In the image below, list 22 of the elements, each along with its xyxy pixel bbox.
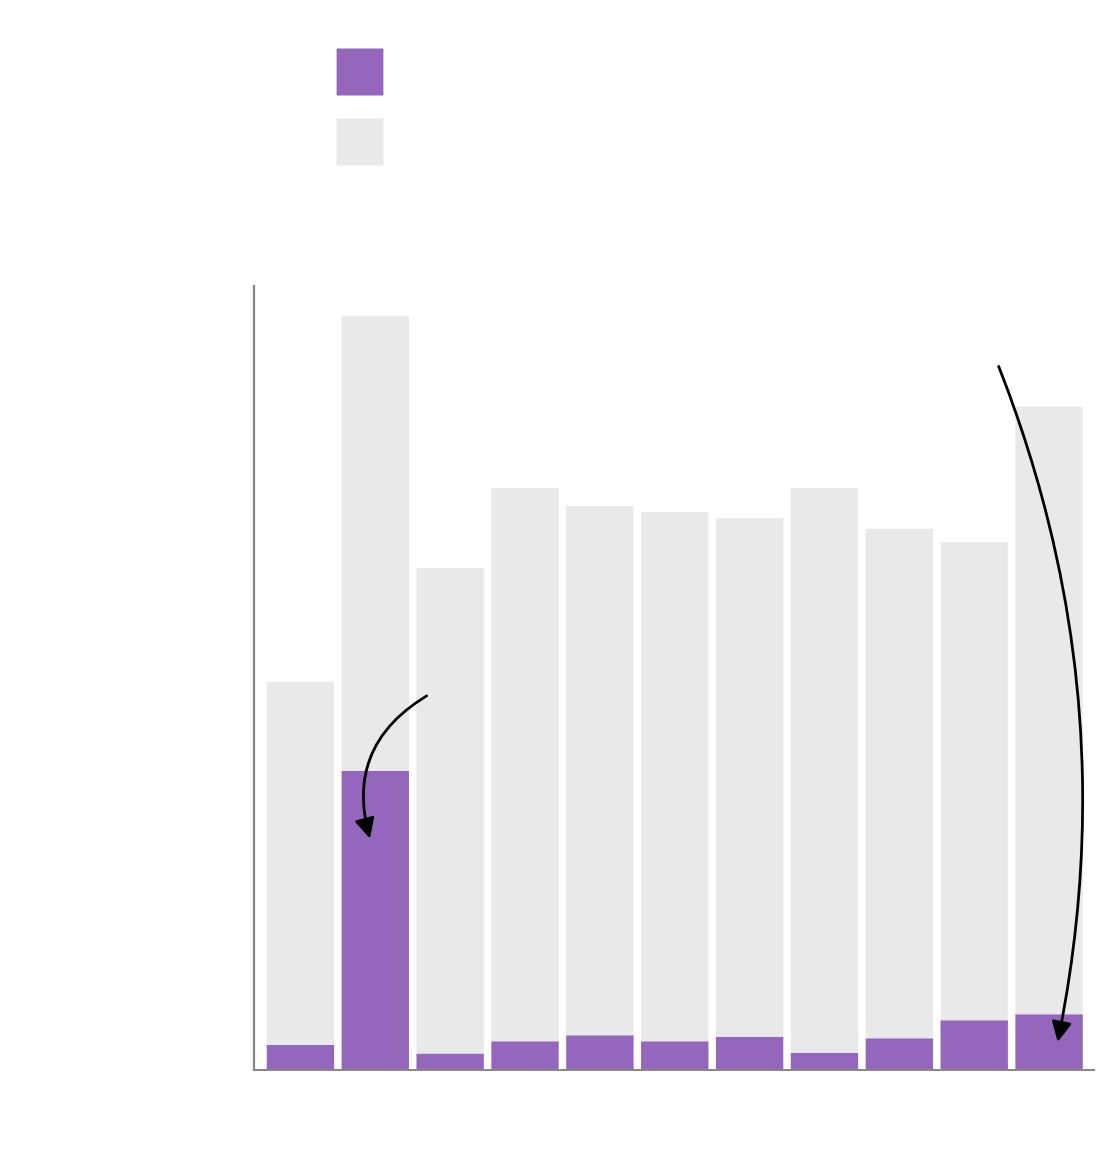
bar — [641, 1041, 709, 1070]
bar — [491, 488, 559, 1042]
bar — [865, 528, 934, 1039]
bar — [416, 1053, 484, 1070]
bar — [1015, 406, 1083, 1015]
bar — [566, 506, 634, 1036]
bar — [266, 681, 335, 1046]
bar — [940, 542, 1008, 1021]
bar — [491, 1041, 559, 1070]
bar — [790, 1052, 859, 1070]
bar — [341, 316, 409, 771]
bar — [715, 1036, 784, 1070]
bar — [341, 770, 409, 1070]
bar — [266, 1045, 335, 1070]
bar — [416, 567, 484, 1054]
bar — [641, 512, 709, 1042]
bar — [865, 1038, 934, 1070]
bar — [715, 518, 784, 1037]
bar — [566, 1035, 634, 1070]
bar — [1015, 1014, 1083, 1070]
bar — [790, 488, 859, 1053]
bar — [940, 1020, 1008, 1070]
